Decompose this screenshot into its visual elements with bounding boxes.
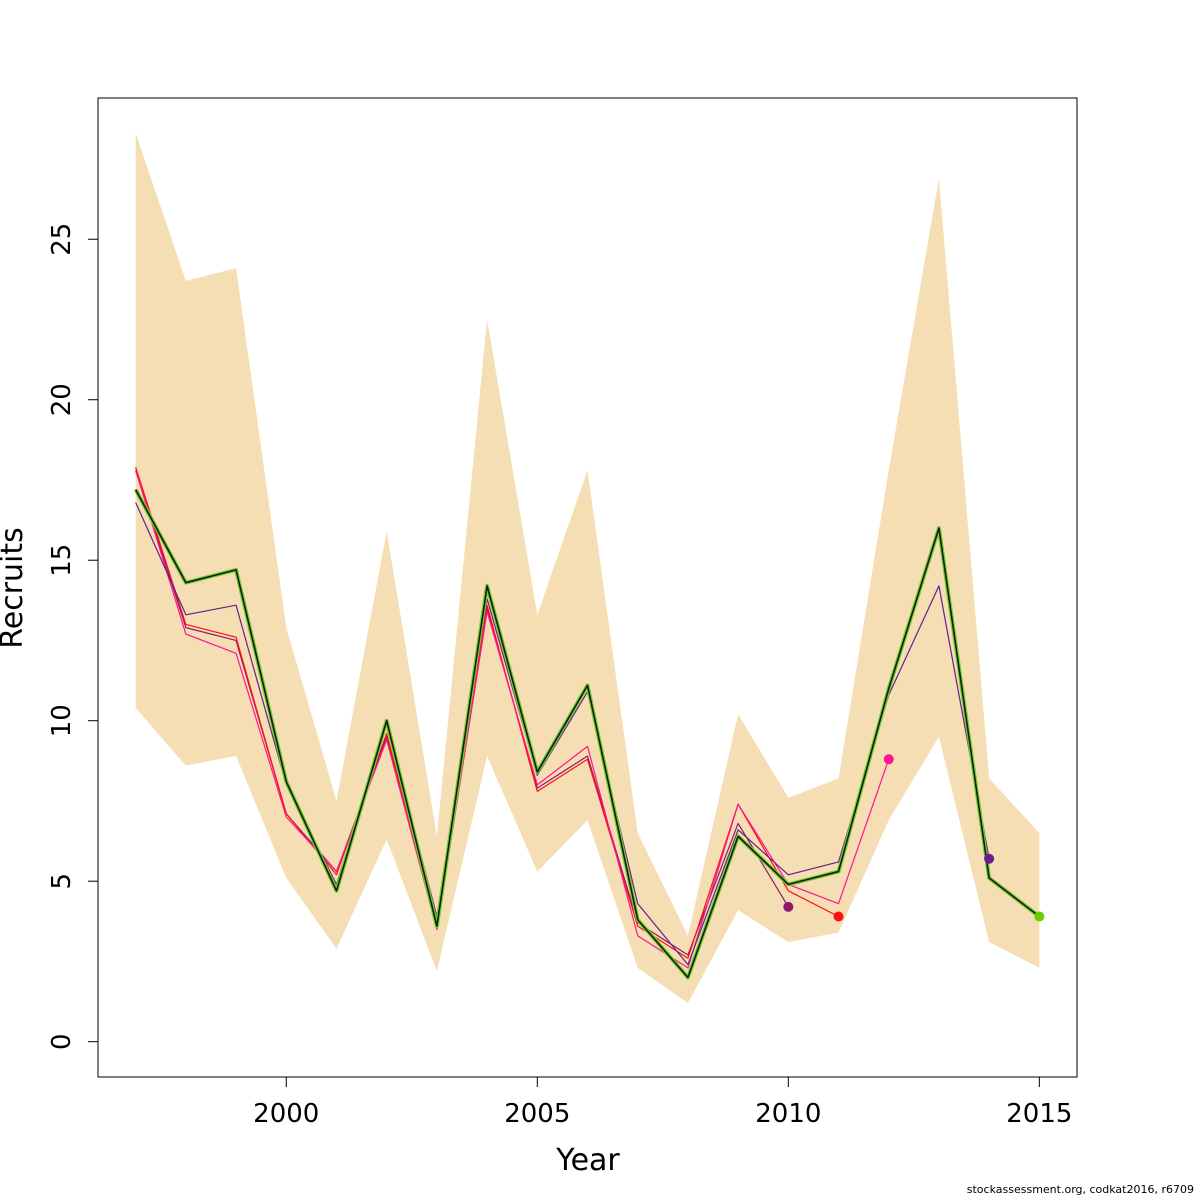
endpoint-layer	[783, 754, 1045, 922]
confidence-band-layer	[135, 133, 1040, 1004]
y-tick-label-25: 25	[47, 223, 77, 256]
x-tick-label-2000: 2000	[253, 1099, 319, 1129]
x-tick-label-2015: 2015	[1006, 1099, 1072, 1129]
series-endpoint-2011	[833, 911, 844, 922]
y-axis: 0 5 10 15 20 25	[47, 223, 98, 1050]
x-tick-label-2005: 2005	[504, 1099, 570, 1129]
x-axis-title: Year	[555, 1143, 620, 1178]
y-tick-label-5: 5	[47, 873, 77, 890]
y-axis-title: Recruits	[0, 527, 30, 649]
plot-frame	[97, 97, 1078, 1078]
x-axis: 2000 2005 2010 2015	[253, 1077, 1072, 1129]
y-tick-label-10: 10	[47, 704, 77, 737]
series-line-main	[134, 489, 1040, 979]
series-layer	[133, 466, 1041, 980]
y-tick-label-0: 0	[47, 1033, 77, 1050]
series-line-retro_2	[135, 466, 839, 959]
series-endpoint-2010	[783, 901, 794, 912]
series-line-retro_3	[135, 470, 890, 969]
y-tick-label-15: 15	[47, 544, 77, 577]
series-endpoint-2014	[984, 853, 995, 864]
series-endpoint-2012	[883, 754, 894, 765]
series-endpoint-2015	[1034, 911, 1045, 922]
y-tick-label-20: 20	[47, 383, 77, 416]
x-tick-label-2010: 2010	[755, 1099, 821, 1129]
confidence-band	[135, 133, 1040, 1004]
footer-note: stockassessment.org, codkat2016, r6709	[966, 1183, 1194, 1196]
